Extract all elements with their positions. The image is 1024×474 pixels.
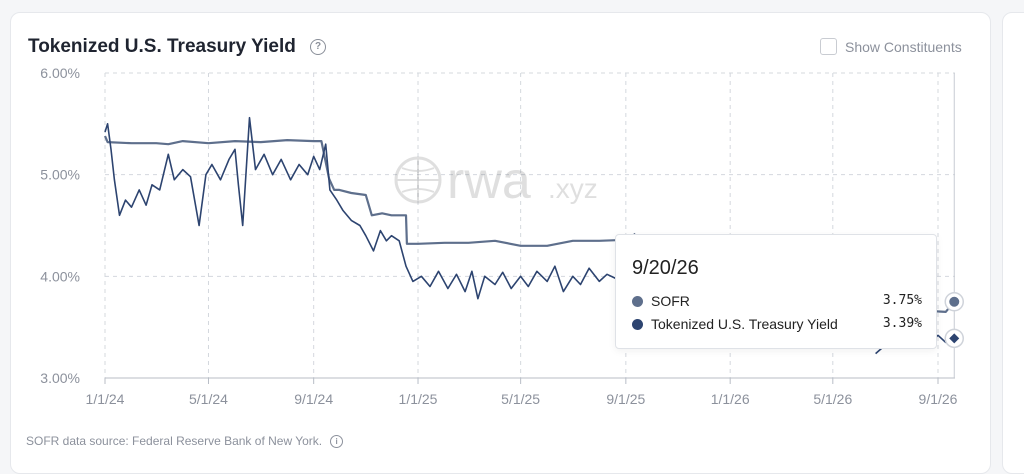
tooltip: 9/20/26 SOFR 3.75% Tokenized U.S. Treasu… <box>615 234 937 349</box>
tooltip-series-value: 3.75% <box>882 293 922 308</box>
svg-text:.xyz: .xyz <box>548 173 598 204</box>
tooltip-row-treasury: Tokenized U.S. Treasury Yield 3.39% <box>632 316 922 334</box>
x-tick-label: 5/1/24 <box>189 391 228 407</box>
sofr-hover-marker <box>949 296 960 307</box>
y-tick-label: 5.00% <box>40 167 80 183</box>
x-tick-label: 1/1/24 <box>86 391 125 407</box>
footer: SOFR data source: Federal Reserve Bank o… <box>26 434 344 448</box>
x-tick-label: 5/1/26 <box>813 391 852 407</box>
x-tick-label: 9/1/24 <box>294 391 333 407</box>
y-tick-label: 6.00% <box>40 65 80 81</box>
info-icon[interactable]: i <box>330 434 344 448</box>
tooltip-series-value: 3.39% <box>882 316 922 331</box>
x-tick-label: 5/1/25 <box>501 391 540 407</box>
tooltip-row-sofr: SOFR 3.75% <box>632 293 922 311</box>
show-constituents-toggle[interactable]: Show Constituents <box>820 38 962 55</box>
treasury-hover-marker <box>949 333 960 344</box>
series-line-sofr <box>103 135 636 247</box>
chart-title: Tokenized U.S. Treasury Yield <box>28 36 296 57</box>
sofr-legend-dot <box>632 296 643 307</box>
x-tick-label: 1/1/25 <box>399 391 438 407</box>
y-tick-label: 3.00% <box>40 370 80 386</box>
treasury-legend-dot <box>632 319 643 330</box>
x-tick-label: 9/1/26 <box>919 391 958 407</box>
rwa-watermark: rwa .xyz <box>394 152 598 210</box>
help-icon[interactable]: ? <box>310 39 326 55</box>
tooltip-series-name: Tokenized U.S. Treasury Yield <box>651 316 838 332</box>
checkbox[interactable] <box>820 38 837 55</box>
tooltip-series-name: SOFR <box>651 293 690 309</box>
x-tick-label: 9/1/25 <box>606 391 645 407</box>
line-chart[interactable]: 3.00% 4.00% 5.00% 6.00% 1/1/24 5/1/24 9/1/24 1/… <box>0 0 1024 459</box>
svg-text:rwa: rwa <box>447 152 531 210</box>
tooltip-date: 9/20/26 <box>632 257 699 279</box>
source-note: SOFR data source: Federal Reserve Bank o… <box>26 434 323 448</box>
show-constituents-label[interactable]: Show Constituents <box>845 38 962 55</box>
series-line-treasury <box>104 116 635 300</box>
x-tick-label: 1/1/26 <box>711 391 750 407</box>
y-tick-label: 4.00% <box>40 268 80 284</box>
